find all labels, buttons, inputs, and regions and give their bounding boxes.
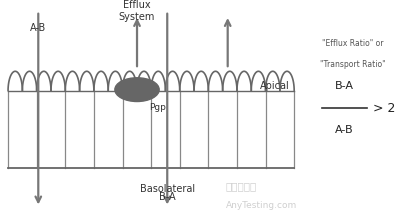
Text: A-B: A-B bbox=[30, 23, 46, 33]
Text: A-B: A-B bbox=[335, 125, 354, 135]
Text: Pgp: Pgp bbox=[149, 103, 166, 113]
Text: "Efflux Ratio" or: "Efflux Ratio" or bbox=[322, 39, 383, 48]
Text: AnyTesting.com: AnyTesting.com bbox=[226, 201, 297, 210]
Text: B-A: B-A bbox=[335, 81, 354, 91]
Circle shape bbox=[115, 78, 159, 102]
Text: Basolateral: Basolateral bbox=[140, 184, 195, 194]
Text: B-A: B-A bbox=[159, 192, 176, 202]
Text: 青松检测网: 青松检测网 bbox=[226, 181, 257, 191]
Text: > 2: > 2 bbox=[373, 102, 395, 114]
Text: Efflux
System: Efflux System bbox=[119, 0, 155, 22]
Text: Apical: Apical bbox=[260, 81, 290, 91]
Text: "Transport Ratio": "Transport Ratio" bbox=[320, 60, 385, 69]
